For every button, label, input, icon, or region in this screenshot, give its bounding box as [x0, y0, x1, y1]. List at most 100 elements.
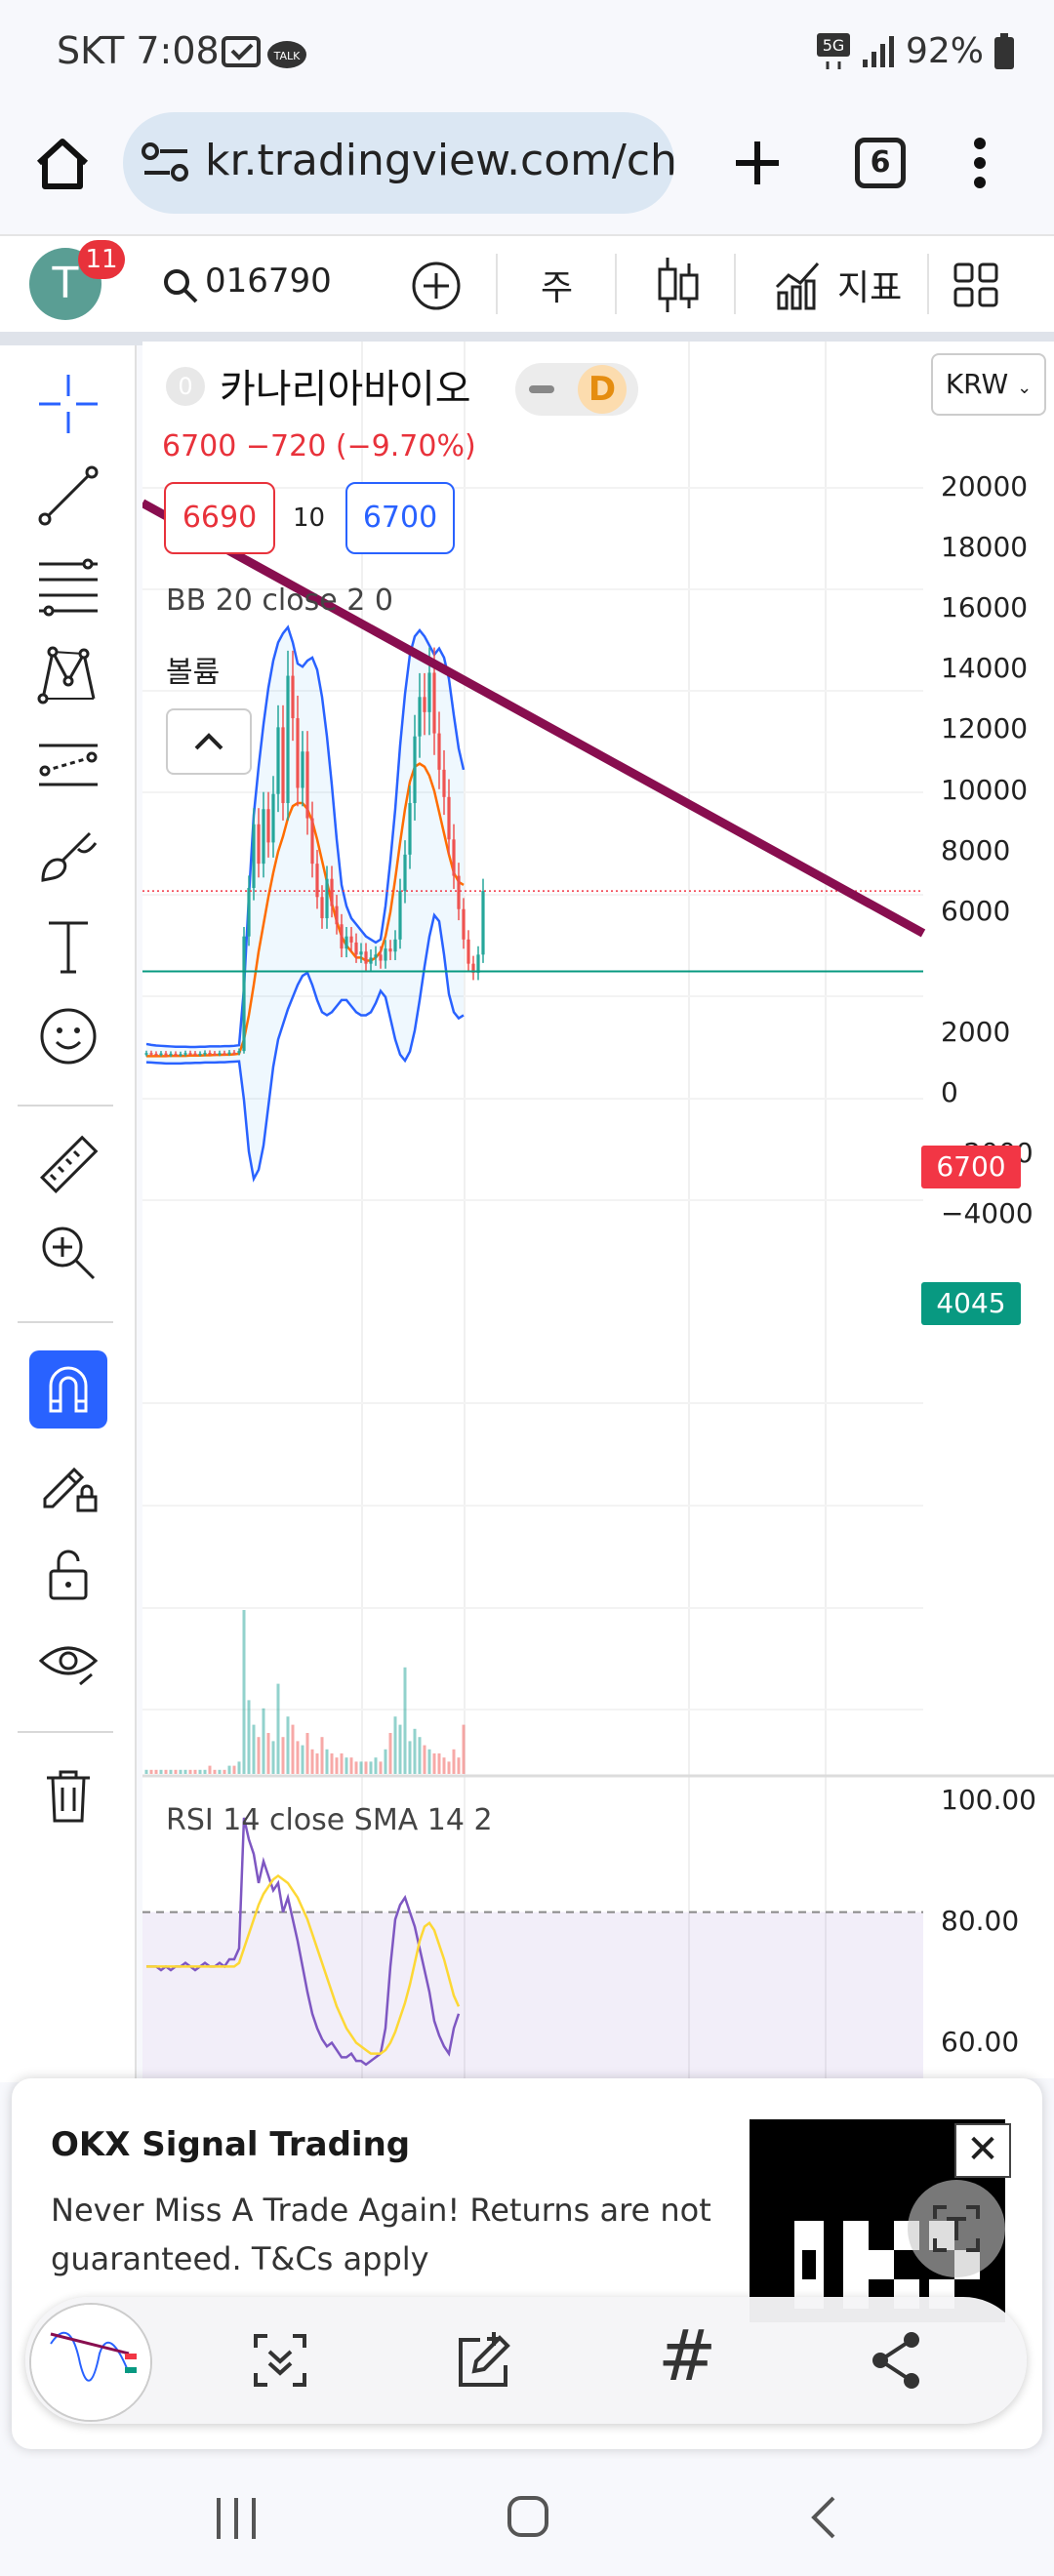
screenshot-thumbnail[interactable]	[29, 2303, 152, 2422]
notification-badge: 11	[78, 240, 125, 279]
back-icon[interactable]	[806, 2494, 839, 2541]
fib-tool[interactable]	[29, 546, 107, 624]
trendline-icon	[38, 465, 99, 526]
bb-indicator-label[interactable]: BB 20 close 2 0	[166, 584, 393, 618]
volume-bar	[232, 1765, 236, 1774]
smiley-icon	[40, 1008, 97, 1065]
pattern-tool[interactable]	[29, 636, 107, 714]
symbol-logo: 0	[166, 367, 205, 406]
compare-add-icon[interactable]	[410, 260, 463, 312]
zoom-tool[interactable]	[29, 1214, 107, 1292]
ad-text[interactable]: Never Miss A Trade Again! Returns are no…	[51, 2192, 711, 2277]
trend-line	[140, 499, 926, 938]
volume-bar	[198, 1769, 202, 1774]
rsi-indicator-label[interactable]: RSI 14 close SMA 14 2	[166, 1803, 493, 1837]
url-bar[interactable]: kr.tradingview.com/cha	[123, 112, 674, 214]
candles-icon[interactable]	[654, 254, 703, 316]
thumbnail-preview	[31, 2305, 150, 2420]
volume-bar	[188, 1769, 192, 1774]
volume-indicator-label[interactable]: 볼륨	[166, 656, 221, 690]
screenshot-toolbar: #	[25, 2297, 1027, 2424]
volume-bar	[462, 1724, 466, 1774]
currency-select[interactable]: KRW ⌄	[931, 353, 1046, 416]
candle-body	[301, 751, 304, 788]
ad-banner[interactable]: OKX Signal Trading Never Miss A Trade Ag…	[12, 2078, 1042, 2449]
delete-tool[interactable]	[29, 1756, 107, 1834]
collapse-legend-button[interactable]	[166, 708, 252, 775]
recents-icon[interactable]	[213, 2496, 260, 2541]
magnet-tool[interactable]	[29, 1350, 107, 1429]
candle-body	[213, 1053, 217, 1056]
crosshair-tool[interactable]	[29, 365, 107, 443]
text-extract-button[interactable]	[908, 2180, 1005, 2277]
candle-body	[418, 697, 422, 737]
indicators-button[interactable]: 지표	[837, 268, 903, 308]
horizontal-line-tag: 4045	[921, 1282, 1021, 1325]
volume-bar	[301, 1745, 304, 1774]
volume-bar	[149, 1769, 153, 1774]
layout-grid-icon[interactable]	[953, 262, 999, 308]
candle-body	[296, 718, 300, 788]
home-nav-icon[interactable]	[506, 2494, 550, 2539]
avatar[interactable]: T	[29, 248, 101, 320]
brush-tool[interactable]	[29, 816, 107, 894]
price-tick-label: 14000	[941, 652, 1029, 685]
volume-bar	[169, 1769, 173, 1774]
volume-bar	[437, 1753, 441, 1774]
bb-fill	[146, 626, 464, 1180]
volume-bar	[291, 1724, 295, 1774]
trendline-tool[interactable]	[29, 457, 107, 535]
price-tick-label: −4000	[941, 1197, 1034, 1230]
lock-drawings-tool[interactable]	[29, 1444, 107, 1522]
ad-title[interactable]: OKX Signal Trading	[51, 2125, 411, 2164]
tools-separator	[18, 1105, 113, 1107]
site-settings-icon[interactable]	[141, 140, 191, 186]
draw-icon[interactable]	[451, 2326, 519, 2395]
volume-bar	[276, 1683, 280, 1774]
more-icon[interactable]	[968, 136, 992, 190]
candle-body	[369, 957, 373, 964]
battery-percent: 92%	[905, 31, 984, 71]
tab-count[interactable]: 6	[855, 138, 906, 188]
candle-body	[423, 697, 426, 712]
candle-body	[305, 751, 309, 819]
interval-button[interactable]: 주	[541, 268, 574, 308]
volume-bar	[286, 1716, 290, 1774]
candle-body	[466, 939, 470, 964]
volume-bar	[271, 1741, 275, 1774]
new-tab-icon[interactable]	[732, 138, 783, 188]
price-change: 6700 −720 (−9.70%)	[162, 429, 476, 463]
hide-drawings-tool[interactable]	[29, 1624, 107, 1702]
symbol-search[interactable]: 016790	[205, 262, 332, 301]
candle-body	[437, 733, 441, 770]
chevron-down-icon: ⌄	[1017, 378, 1033, 398]
candle-body	[388, 948, 392, 952]
text-tool[interactable]	[29, 907, 107, 986]
tools-separator	[18, 1321, 113, 1323]
measure-tool[interactable]	[29, 1126, 107, 1204]
ask-price[interactable]: 6700	[345, 482, 455, 554]
lock-all-tool[interactable]	[29, 1534, 107, 1612]
share-icon[interactable]	[863, 2326, 931, 2395]
rsi-sma-line	[146, 1873, 461, 2055]
volume-bar	[374, 1757, 378, 1774]
stock-name[interactable]: 카나리아바이오	[220, 367, 471, 412]
scroll-capture-icon[interactable]	[246, 2326, 314, 2395]
ad-close-button[interactable]: ✕	[954, 2123, 1011, 2178]
url-text[interactable]: kr.tradingview.com/cha	[205, 136, 674, 185]
emoji-tool[interactable]	[29, 997, 107, 1075]
tag-icon[interactable]: #	[658, 2314, 717, 2396]
bid-price[interactable]: 6690	[164, 482, 275, 554]
volume-bar	[310, 1749, 314, 1774]
status-pill[interactable]: D	[515, 363, 638, 416]
candle-body	[325, 878, 329, 919]
search-icon[interactable]	[162, 267, 199, 304]
home-icon[interactable]	[33, 136, 92, 192]
candle-body	[252, 824, 256, 888]
candle-body	[291, 675, 295, 719]
chart-toolbar: T 11 016790 주 지표	[0, 234, 1054, 336]
volume-bar	[364, 1761, 368, 1774]
indicators-icon[interactable]	[773, 258, 822, 310]
forecast-tool[interactable]	[29, 726, 107, 804]
candle-body	[271, 793, 275, 843]
